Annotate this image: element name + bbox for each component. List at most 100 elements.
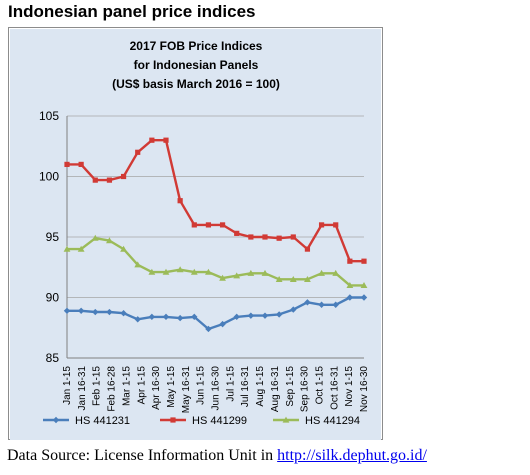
data-point-marker [318, 269, 325, 276]
x-tick-label: Nov 16-30 [359, 366, 370, 413]
x-tick-label: Oct 16-31 [329, 366, 340, 410]
chart-title-line-2: for Indonesian Panels [134, 58, 259, 72]
y-tick-labels: 85 90 95 100 105 [39, 109, 59, 365]
series-hs-441231 [63, 294, 368, 333]
data-point-marker [262, 234, 268, 240]
data-point-marker [346, 294, 354, 301]
legend-entry: HS 441299 [160, 415, 247, 427]
data-point-marker [162, 313, 170, 321]
data-point-marker [346, 282, 354, 288]
data-point-marker [120, 245, 127, 252]
data-point-marker [106, 308, 113, 316]
x-tick-label: Aug 16-31 [270, 366, 281, 413]
x-tick-label: May 1-15 [166, 366, 177, 408]
data-point-marker [162, 268, 170, 275]
data-point-marker [78, 161, 84, 167]
data-point-marker [163, 137, 169, 143]
chart-title: 2017 FOB Price Indices for Indonesian Pan… [112, 39, 280, 91]
data-point-marker [135, 149, 141, 155]
data-point-marker [77, 307, 85, 315]
x-tick-label: Jun 1-15 [196, 366, 207, 405]
data-source-note: Data Source: License Information Unit in… [7, 447, 427, 465]
x-tick-label: Feb 1-15 [92, 366, 103, 406]
legend-label: HS 441299 [192, 415, 247, 427]
data-point-marker [304, 299, 311, 306]
data-point-marker [63, 307, 71, 315]
chart-frame: 2017 FOB Price Indices for Indonesian Pan… [8, 27, 383, 440]
x-tick-label: Apr 1-15 [136, 366, 147, 405]
x-tick-label: Jul 16-31 [240, 366, 251, 408]
x-tick-label: Apr 16-30 [151, 366, 162, 410]
data-point-marker [276, 235, 282, 241]
data-point-marker [191, 313, 198, 321]
data-point-marker [191, 222, 197, 228]
data-point-marker [282, 416, 290, 423]
data-point-marker [347, 258, 353, 264]
data-point-marker [219, 222, 226, 228]
data-point-marker [247, 312, 255, 319]
x-tick-labels: Jan 1-15 Jan 16-31 Feb 1-15 Feb 16-28 Mar 1-… [62, 366, 370, 414]
legend-entry: HS 441231 [43, 415, 130, 427]
data-point-marker [360, 294, 368, 301]
chart-title-line-3: (US$ basis March 2016 = 100) [112, 77, 280, 91]
data-point-marker [52, 416, 60, 424]
data-point-marker [149, 137, 155, 143]
y-tick-label: 105 [39, 109, 59, 123]
x-tick-label: Jan 1-15 [62, 366, 73, 405]
data-point-marker [219, 274, 226, 281]
data-point-marker [134, 261, 142, 268]
data-point-marker [205, 268, 212, 275]
series-hs-441299 [64, 137, 367, 264]
data-point-marker [332, 301, 339, 308]
data-point-marker [234, 230, 240, 236]
x-tick-label: Jul 1-15 [225, 366, 236, 402]
data-point-marker [64, 161, 70, 167]
data-point-marker [176, 314, 184, 322]
data-point-marker [92, 308, 99, 316]
data-point-marker [233, 272, 241, 279]
chart-area-background [10, 29, 381, 440]
data-point-marker [332, 269, 340, 276]
data-point-marker [304, 275, 311, 282]
data-point-marker [361, 258, 367, 264]
legend: HS 441231 HS 441299 HS 441294 [43, 415, 360, 427]
data-point-marker [248, 234, 254, 240]
source-link[interactable]: http://silk.dephut.go.id/ [277, 447, 427, 464]
data-point-marker [275, 275, 283, 282]
source-prefix: Data Source: License Information Unit in [7, 447, 278, 464]
x-tick-label: Feb 16-28 [107, 366, 118, 412]
page-heading: Indonesian panel price indices [8, 2, 256, 21]
data-point-marker [304, 246, 311, 252]
x-tick-label: Jan 16-31 [77, 366, 88, 411]
x-tick-label: Sep 16-30 [300, 366, 311, 413]
data-point-marker [170, 417, 176, 423]
y-tick-label: 90 [46, 291, 60, 305]
data-point-marker [318, 222, 325, 228]
data-point-marker [120, 173, 127, 180]
series-hs-441294 [63, 234, 368, 288]
legend-entry: HS 441294 [273, 415, 360, 427]
x-tick-label: Oct 1-15 [314, 366, 325, 405]
data-point-marker [261, 312, 269, 319]
data-point-marker [205, 325, 212, 333]
x-tick-label: Sep 1-15 [285, 366, 296, 407]
data-point-marker [261, 269, 269, 276]
data-point-marker [63, 245, 71, 252]
series-lines [63, 137, 368, 333]
axes [66, 116, 364, 359]
y-tick-label: 100 [39, 170, 59, 184]
data-point-marker [289, 275, 297, 282]
series-line [67, 138, 364, 263]
data-point-marker [360, 282, 368, 288]
legend-label: HS 441294 [305, 415, 360, 427]
data-point-marker [77, 245, 85, 252]
data-point-marker [318, 301, 325, 308]
chart-title-line-1: 2017 FOB Price Indices [130, 39, 263, 53]
data-point-marker [148, 313, 156, 321]
x-tick-label: Nov 1-15 [344, 366, 355, 407]
data-point-marker [106, 177, 113, 183]
data-point-marker [205, 222, 212, 228]
data-point-marker [247, 269, 255, 276]
data-point-marker [177, 198, 183, 204]
price-index-chart: 2017 FOB Price Indices for Indonesian Pan… [10, 29, 381, 440]
